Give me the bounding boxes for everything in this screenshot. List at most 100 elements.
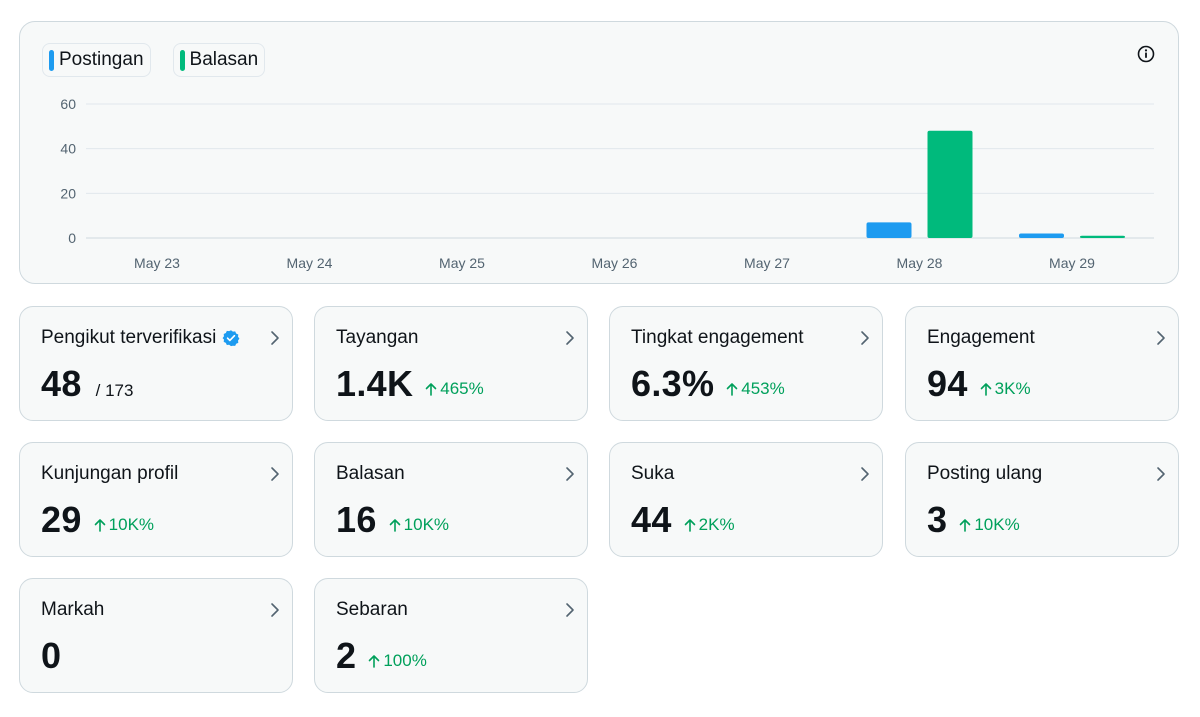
metric-value-row: 0	[41, 635, 61, 677]
metric-value: 1.4K	[336, 363, 414, 404]
bar-postingan-may-29[interactable]	[1019, 233, 1064, 238]
metric-value-row: 48 / 173	[41, 363, 133, 405]
metric-value: 94	[927, 363, 968, 404]
metric-value: 48	[41, 363, 82, 404]
y-tick-label: 20	[60, 185, 76, 201]
info-icon[interactable]	[1136, 44, 1156, 64]
bar-postingan-may-28[interactable]	[866, 222, 912, 238]
arrow-up-icon	[726, 383, 738, 396]
bar-balasan-may-28[interactable]	[927, 130, 973, 238]
metric-change-value: 3K%	[994, 379, 1031, 398]
chevron-right-icon	[861, 331, 869, 345]
legend-item-postingan[interactable]: Postingan	[42, 43, 151, 77]
metric-title-label: Markah	[41, 599, 105, 620]
metric-total: / 173	[95, 381, 134, 400]
metric-title-label: Engagement	[927, 327, 1035, 348]
x-tick-label: May 25	[439, 255, 485, 271]
metric-card-replies[interactable]: Balasan 16 10K%	[314, 442, 588, 557]
arrow-up-icon	[94, 519, 105, 532]
x-tick-label: May 26	[592, 255, 638, 271]
metric-change-value: 465%	[440, 379, 484, 398]
x-tick-label: May 27	[744, 255, 790, 271]
legend-swatch-balasan	[179, 49, 185, 71]
legend-item-balasan[interactable]: Balasan	[172, 43, 266, 77]
metric-card-bookmarks[interactable]: Markah 0	[19, 578, 293, 693]
metric-title: Posting ulang	[927, 463, 1042, 485]
arrow-up-icon	[960, 519, 971, 532]
metric-card-reposts[interactable]: Posting ulang 3 10K%	[905, 442, 1179, 557]
metric-value-row: 2 100%	[336, 635, 427, 677]
metric-title: Balasan	[336, 463, 405, 485]
metric-change: 465%	[425, 379, 484, 399]
metric-title-label: Kunjungan profil	[41, 463, 179, 484]
bar-chart-plot: 0 20 40 60 May 23 May 24 May 25 May 26 May 27 May…	[60, 96, 1154, 271]
metric-title-label: Posting ulang	[927, 463, 1043, 484]
metric-title: Suka	[631, 463, 674, 485]
metric-title-label: Pengikut terverifikasi	[41, 327, 217, 348]
x-tick-label: May 29	[1049, 255, 1095, 271]
metric-change: 10K%	[389, 515, 449, 535]
metric-title-label: Suka	[631, 463, 675, 484]
metric-change-value: 100%	[383, 651, 427, 670]
chart-legend: Postingan Balasan	[42, 43, 266, 77]
arrow-up-icon	[389, 519, 400, 532]
arrow-up-icon	[980, 383, 991, 396]
metric-value-row: 29 10K%	[41, 499, 154, 541]
metric-card-shares[interactable]: Sebaran 2 100%	[314, 578, 588, 693]
metric-value: 29	[41, 499, 82, 540]
metric-card-profile-visits[interactable]: Kunjungan profil 29 10K%	[19, 442, 293, 557]
metric-value-row: 1.4K 465%	[336, 363, 484, 405]
metric-card-verified-followers[interactable]: Pengikut terverifikasi 48 / 173	[19, 306, 293, 421]
chevron-right-icon	[271, 331, 279, 345]
metric-change-value: 10K%	[108, 515, 155, 534]
metric-title-label: Tingkat engagement	[631, 327, 804, 348]
y-tick-label: 40	[60, 141, 76, 157]
x-tick-label: May 23	[134, 255, 180, 271]
metric-value: 16	[336, 499, 377, 540]
x-tick-label: May 28	[897, 255, 943, 271]
metric-title: Markah	[41, 599, 104, 621]
metric-title-label: Balasan	[336, 463, 405, 484]
metric-change-value: 10K%	[974, 515, 1020, 534]
metric-change: 10K%	[94, 515, 154, 535]
y-tick-label: 0	[68, 230, 76, 246]
chevron-right-icon	[566, 467, 574, 481]
metric-value-row: 16 10K%	[336, 499, 449, 541]
chevron-right-icon	[271, 467, 279, 481]
metric-card-engagements[interactable]: Engagement 94 3K%	[905, 306, 1179, 421]
chevron-right-icon	[271, 603, 279, 617]
metric-change: 3K%	[980, 379, 1031, 399]
metric-card-impressions[interactable]: Tayangan 1.4K 465%	[314, 306, 588, 421]
metric-change-value: 2K%	[698, 515, 735, 534]
metric-change-value: 10K%	[403, 515, 450, 534]
x-tick-label: May 24	[287, 255, 333, 271]
metric-value-row: 94 3K%	[927, 363, 1031, 405]
metric-change: 2K%	[684, 515, 735, 535]
chevron-right-icon	[1157, 467, 1165, 481]
metric-change: 100%	[368, 651, 427, 671]
metric-change: 453%	[726, 379, 785, 399]
metric-title-label: Tayangan	[336, 327, 419, 348]
metric-card-engagement-rate[interactable]: Tingkat engagement 6.3% 453%	[609, 306, 883, 421]
chevron-right-icon	[861, 467, 869, 481]
arrow-up-icon	[369, 655, 380, 668]
metric-value-row: 3 10K%	[927, 499, 1020, 541]
legend-swatch-postingan	[49, 49, 54, 71]
metric-title: Kunjungan profil	[41, 463, 178, 485]
metric-title: Tingkat engagement	[631, 327, 804, 349]
metric-title: Tayangan	[336, 327, 418, 349]
chevron-right-icon	[1157, 331, 1165, 345]
chevron-right-icon	[566, 603, 574, 617]
metric-value: 6.3%	[631, 363, 715, 404]
arrow-up-icon	[425, 383, 437, 396]
chevron-right-icon	[566, 331, 574, 345]
bar-balasan-may-29[interactable]	[1080, 235, 1125, 238]
metric-title: Pengikut terverifikasi	[41, 327, 240, 349]
metric-title: Sebaran	[336, 599, 408, 621]
metric-card-likes[interactable]: Suka 44 2K%	[609, 442, 883, 557]
metric-change-value: 453%	[741, 379, 785, 398]
analytics-chart-card: Postingan Balasan 0 20 40 60 May 23 May 24 May…	[19, 21, 1179, 284]
metric-title-label: Sebaran	[336, 599, 408, 620]
legend-label-postingan: Postingan	[59, 49, 144, 70]
metric-change: 10K%	[959, 515, 1020, 535]
